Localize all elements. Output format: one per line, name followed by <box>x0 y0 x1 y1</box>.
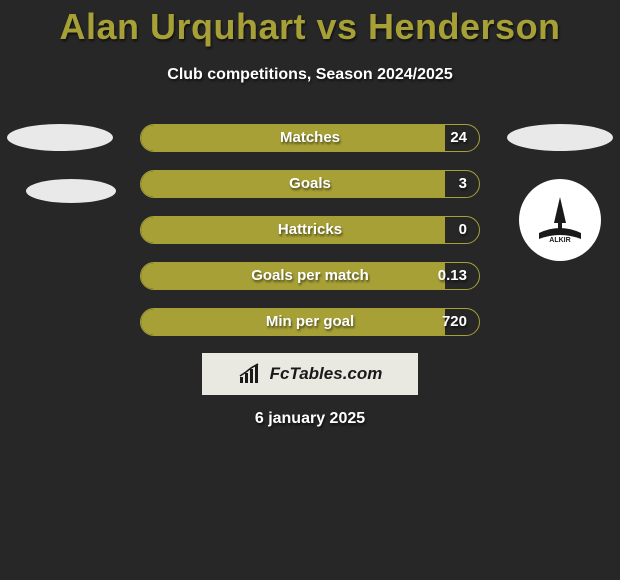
player1-club-ellipse <box>26 179 116 203</box>
stat-value: 3 <box>459 175 467 192</box>
stat-row-mpg: Min per goal 720 <box>140 308 480 336</box>
player1-badge-ellipse <box>7 124 113 151</box>
stat-row-gpm: Goals per match 0.13 <box>140 262 480 290</box>
bars-chart-icon <box>238 363 264 385</box>
stat-value: 0.13 <box>438 267 467 284</box>
subtitle: Club competitions, Season 2024/2025 <box>0 66 620 84</box>
stat-row-goals: Goals 3 <box>140 170 480 198</box>
falkirk-logo-icon: ALKIR <box>529 189 591 251</box>
svg-text:ALKIR: ALKIR <box>549 237 570 244</box>
stat-value: 0 <box>459 221 467 238</box>
stat-label: Goals <box>141 175 479 192</box>
stat-row-hattricks: Hattricks 0 <box>140 216 480 244</box>
brand-box: FcTables.com <box>202 353 418 395</box>
stat-value: 720 <box>442 313 467 330</box>
stat-label: Goals per match <box>141 267 479 284</box>
stats-bars: Matches 24 Goals 3 Hattricks 0 Goals per… <box>140 124 480 354</box>
player2-club-logo: ALKIR <box>519 179 601 261</box>
stat-label: Matches <box>141 129 479 146</box>
page-title: Alan Urquhart vs Henderson <box>0 0 620 48</box>
brand-text: FcTables.com <box>270 364 383 384</box>
date-label: 6 january 2025 <box>0 410 620 428</box>
stat-label: Min per goal <box>141 313 479 330</box>
stat-value: 24 <box>450 129 467 146</box>
player2-badge-ellipse <box>507 124 613 151</box>
stat-row-matches: Matches 24 <box>140 124 480 152</box>
stat-label: Hattricks <box>141 221 479 238</box>
